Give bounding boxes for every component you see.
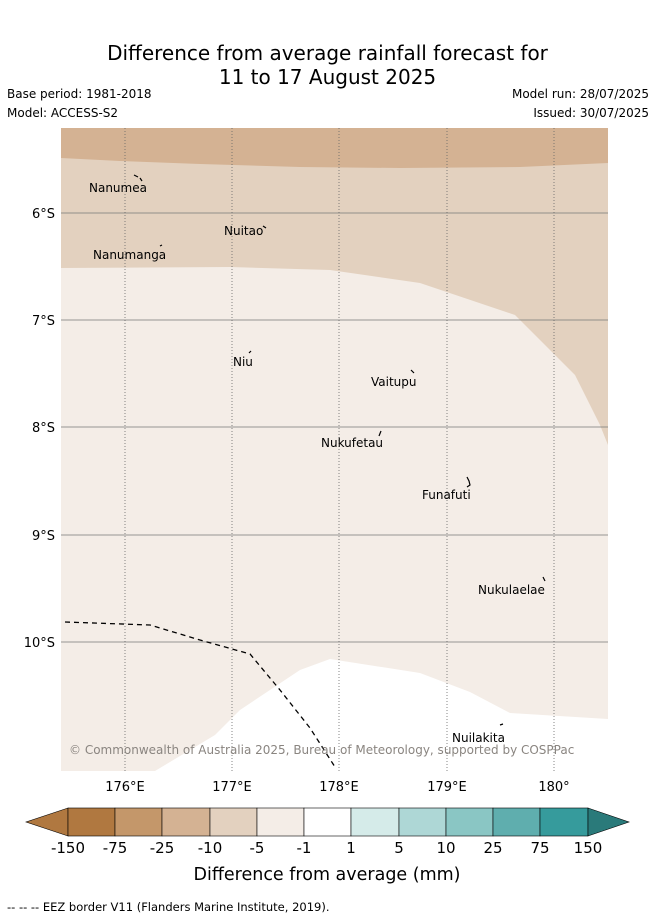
place-label-nukufetau: Nukufetau [321,436,383,450]
island-shapes [133,174,546,726]
colorbar-tick-label: 150 [574,839,603,857]
colorbar-bin-4 [209,807,258,837]
lat-label-7s: 7°S [32,314,55,329]
colorbar-tick-label: -25 [150,839,175,857]
island-nanumanga-shape [159,244,163,247]
longitude-gridlines [124,128,555,771]
colorbar-title: Difference from average (mm) [193,865,460,885]
colorbar-tick-label: 1 [346,839,356,857]
latitude-gridlines [61,212,608,643]
colorbar-bin-8 [398,807,447,837]
island-nuitao-shape [262,225,267,229]
eez-border-line [64,621,336,768]
eez-legend-note: -- -- -- EEZ border V11 (Flanders Marine… [7,900,330,914]
map-title-line2: 11 to 17 August 2025 [218,65,437,89]
colorbar-bin-10 [492,807,541,837]
issued-date: Issued: 30/07/2025 [533,106,649,120]
colorbar-right-arrow [587,807,630,837]
map-area: Nanumea Nuitao Nanumanga Niu Vaitupu Nuk… [61,128,608,771]
lat-label-10s: 10°S [24,636,55,651]
place-label-nuilakita: Nuilakita [452,731,505,745]
place-label-vaitupu: Vaitupu [371,375,417,389]
colorbar-tick-label: 10 [436,839,455,857]
colorbar-tick-label: -150 [51,839,85,857]
island-nanumea-shape [133,174,143,182]
colorbar-tick-label: 75 [530,839,549,857]
lon-label-178e: 178°E [319,780,359,795]
lon-label-177e: 177°E [212,780,252,795]
place-label-nanumanga: Nanumanga [93,248,166,262]
island-nukulaelae-shape [542,576,546,582]
lat-label-6s: 6°S [32,207,55,222]
colorbar-tick-label: -75 [103,839,128,857]
lat-label-8s: 8°S [32,421,55,436]
colorbar-bin-11 [539,807,589,837]
colorbar-bin-1 [67,807,116,837]
copyright-notice: © Commonwealth of Australia 2025, Bureau… [69,743,574,757]
model-name: Model: ACCESS-S2 [7,106,119,120]
colorbar-tick-label: -1 [297,839,312,857]
place-label-nukulaelae: Nukulaelae [478,583,545,597]
island-vaitupu-shape [410,369,415,374]
lat-label-9s: 9°S [32,529,55,544]
colorbar-tick-label: -10 [198,839,223,857]
colorbar-tick-label: 25 [483,839,502,857]
map-title-line1: Difference from average rainfall forecas… [107,41,548,65]
island-niu-shape [248,350,252,354]
lon-label-176e: 176°E [105,780,145,795]
colorbar-bin-9 [445,807,494,837]
colorbar-bin-6 [303,807,352,837]
colorbar-left-arrow [25,807,69,837]
island-nukufetau-shape [378,430,382,437]
colorbar-bin-5 [256,807,305,837]
base-period: Base period: 1981-2018 [7,87,152,101]
island-nuilakita-shape [499,723,504,726]
model-run: Model run: 28/07/2025 [511,87,649,101]
colorbar-bin-7 [350,807,400,837]
colorbar-bin-3 [161,807,211,837]
colorbar-tick-label: -5 [250,839,265,857]
colorbar-bin-2 [114,807,163,837]
colorbar [25,807,630,837]
lon-label-180: 180° [538,780,569,795]
lon-label-179e: 179°E [427,780,467,795]
anomaly-region-minus1-to-1 [155,659,608,771]
place-label-nanumea: Nanumea [89,181,147,195]
anomaly-region-minus25-to-minus10 [61,128,608,168]
island-funafuti-shape [466,476,471,488]
colorbar-tick-label: 5 [394,839,404,857]
place-label-niu: Niu [233,355,253,369]
place-label-nuitao: Nuitao [224,224,263,238]
anomaly-region-minus10-to-minus5 [61,128,608,445]
place-label-funafuti: Funafuti [422,488,471,502]
